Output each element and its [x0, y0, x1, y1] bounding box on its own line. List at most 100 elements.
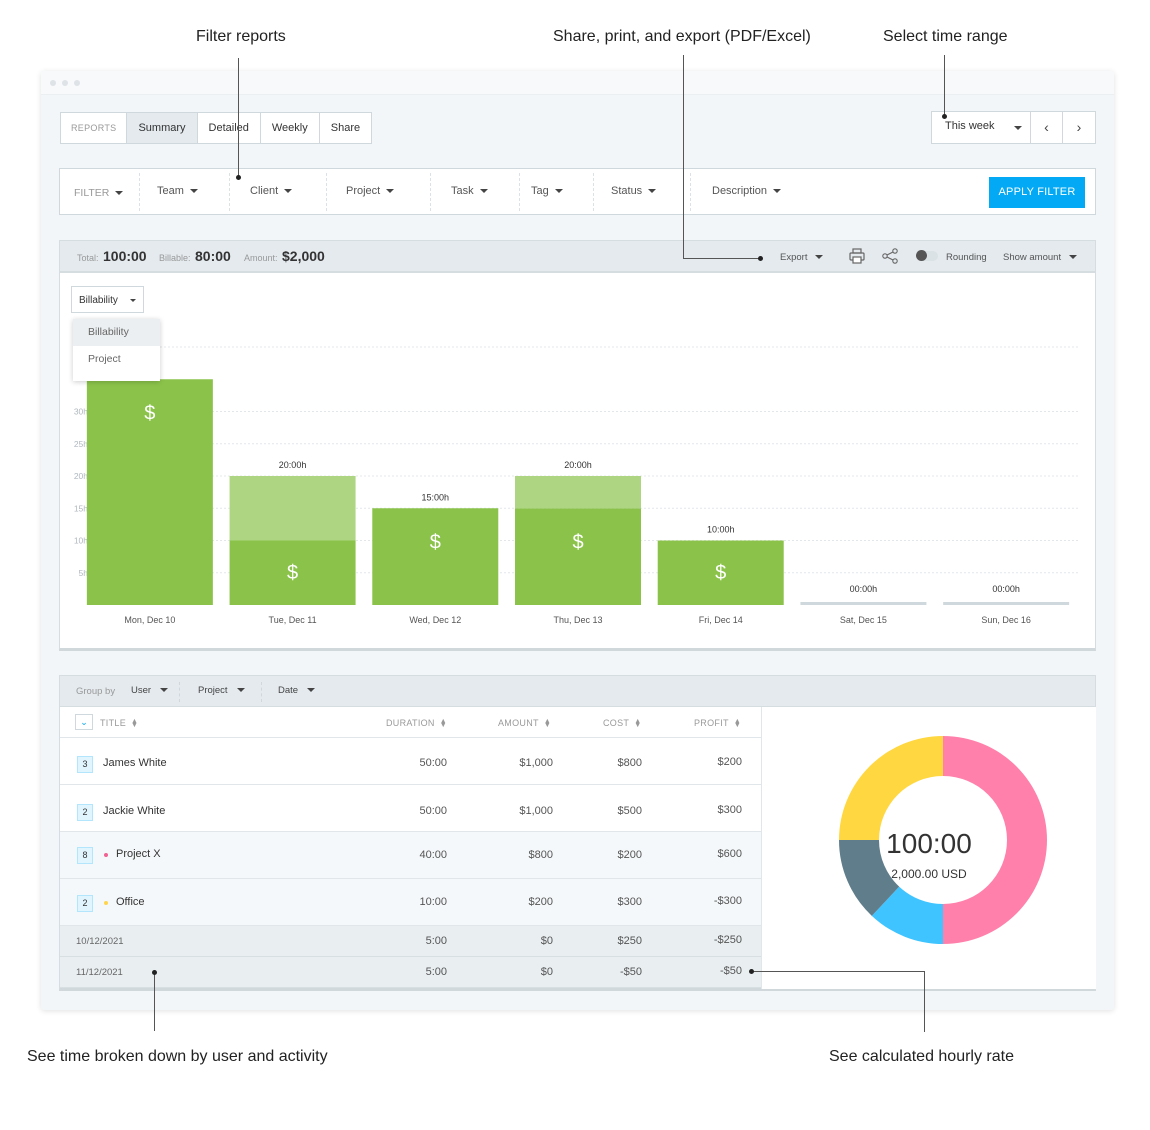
y-tick-label: 15h	[74, 503, 88, 513]
share-icon[interactable]	[881, 247, 899, 270]
menu-item-project[interactable]: Project	[88, 353, 121, 365]
reports-label: REPORTS	[61, 113, 128, 143]
callout-line	[924, 971, 925, 1032]
row-cost: $800	[617, 757, 642, 769]
total-label: Total:	[77, 253, 99, 263]
filter-label: FILTER	[74, 169, 124, 214]
callout-select-range: Select time range	[883, 28, 1008, 45]
donut-segment	[839, 840, 900, 916]
x-tick-label: Fri, Dec 14	[699, 615, 743, 625]
app-window: REPORTS Summary Detailed Weekly Share Th…	[41, 71, 1114, 1010]
group-by-date[interactable]: Date	[278, 685, 316, 696]
donut-segment	[943, 736, 1047, 944]
window-dot	[62, 80, 68, 86]
billable-value: 80:00	[195, 248, 231, 264]
chart-group-select[interactable]: Billability	[71, 286, 144, 313]
filter-tag[interactable]: Tag	[531, 169, 563, 214]
bar-total-label: 20:00h	[564, 460, 592, 470]
donut-amount: 2,000.00 USD	[891, 867, 967, 881]
tab-share[interactable]: Share	[330, 122, 361, 134]
row-duration: 5:00	[425, 935, 447, 947]
bar-billable	[657, 540, 784, 605]
donut-total: 100:00	[886, 828, 972, 859]
column-amount[interactable]: AMOUNT ▲ ▼	[498, 717, 552, 729]
print-icon[interactable]	[848, 247, 866, 270]
prev-week-button[interactable]: ‹	[1031, 112, 1063, 143]
export-dropdown[interactable]: Export	[780, 252, 824, 263]
show-amount-dropdown[interactable]: Show amount	[1003, 252, 1078, 263]
column-duration[interactable]: DURATION ▲ ▼	[386, 717, 447, 729]
filter-project[interactable]: Project	[346, 169, 395, 214]
tab-summary[interactable]: Summary	[127, 113, 198, 143]
divider	[593, 173, 594, 211]
collapse-all-button[interactable]: ⌄	[75, 714, 93, 730]
y-tick-label: 25h	[74, 439, 88, 449]
group-by-user-label: User	[131, 685, 152, 696]
row-profit: -$300	[713, 895, 742, 907]
callout-dot	[942, 114, 947, 119]
rounding-label: Rounding	[946, 252, 987, 263]
group-by-project-label: Project	[198, 685, 228, 696]
filter-client-label: Client	[250, 185, 279, 197]
chevron-down-icon	[189, 189, 198, 194]
column-cost-label: COST	[603, 718, 630, 728]
billable-label: Billable:	[159, 253, 191, 263]
sort-icon: ▲ ▼	[543, 717, 552, 729]
toggle-knob	[916, 250, 927, 261]
column-profit-label: PROFIT	[694, 718, 729, 728]
table-row[interactable]: 10/12/2021 5:00 $0 $250 -$250	[60, 926, 761, 957]
chevron-down-icon	[160, 688, 169, 693]
table-row[interactable]: 11/12/2021 5:00 $0 -$50 -$50	[60, 957, 761, 988]
callout-line	[154, 972, 155, 1031]
bar-total-label: 15:00h	[422, 492, 450, 502]
divider	[229, 173, 230, 211]
bar-total-label: 00:00h	[992, 584, 1020, 594]
table-row[interactable]: 8 Project X 40:00 $800 $200 $600	[60, 832, 761, 879]
table-row[interactable]: 3 James White 50:00 $1,000 $800 $200	[60, 738, 761, 785]
column-profit[interactable]: PROFIT ▲ ▼	[694, 718, 741, 729]
apply-filter-button[interactable]: APPLY FILTER	[989, 177, 1085, 208]
window-titlebar	[41, 71, 1114, 95]
filter-status[interactable]: Status	[611, 169, 657, 214]
filter-team-label: Team	[157, 185, 184, 197]
table-row[interactable]: 2 Office 10:00 $200 $300 -$300	[60, 879, 761, 926]
rounding-toggle[interactable]	[916, 250, 938, 261]
group-by-user[interactable]: User	[131, 685, 169, 696]
filter-tag-label: Tag	[531, 185, 549, 197]
divider	[519, 173, 520, 211]
chevron-down-icon	[479, 189, 488, 194]
filter-client[interactable]: Client	[250, 169, 293, 214]
tab-detailed[interactable]: Detailed	[198, 113, 261, 143]
divider	[261, 682, 262, 702]
sort-icon: ▲ ▼	[634, 717, 642, 729]
count-badge: 2	[77, 804, 93, 821]
donut-segment	[871, 886, 943, 944]
x-tick-label: Sun, Dec 16	[981, 615, 1031, 625]
donut-panel: 100:00 2,000.00 USD	[761, 707, 1096, 989]
callout-dot	[758, 256, 763, 261]
count-badge: 2	[77, 895, 93, 912]
filter-task[interactable]: Task	[451, 169, 488, 214]
bar-billable	[515, 508, 641, 605]
next-week-button[interactable]: ›	[1076, 119, 1082, 135]
bar-billable	[229, 540, 356, 605]
bar-total-label: 20:00h	[279, 460, 307, 470]
table-row[interactable]: 2 Jackie White 50:00 $1,000 $500 $300	[60, 785, 761, 832]
callout-filter-reports: Filter reports	[196, 28, 286, 45]
filter-description[interactable]: Description	[712, 169, 782, 214]
sort-icon: ▲ ▼	[439, 717, 447, 729]
menu-item-billability[interactable]: Billability	[73, 319, 160, 346]
row-amount: $200	[528, 896, 553, 908]
y-tick-label: 10h	[74, 536, 88, 546]
row-cost: $250	[617, 935, 642, 947]
filter-team[interactable]: Team	[157, 169, 198, 214]
row-amount: $800	[528, 849, 553, 861]
group-by-label: Group by	[76, 686, 116, 697]
column-cost[interactable]: COST ▲ ▼	[603, 717, 642, 729]
column-title[interactable]: TITLE ▲ ▼	[100, 718, 138, 729]
time-range-select[interactable]: This week	[932, 112, 1031, 143]
tab-weekly[interactable]: Weekly	[261, 113, 320, 143]
callout-dot	[152, 970, 157, 975]
group-by-project[interactable]: Project	[198, 685, 245, 696]
